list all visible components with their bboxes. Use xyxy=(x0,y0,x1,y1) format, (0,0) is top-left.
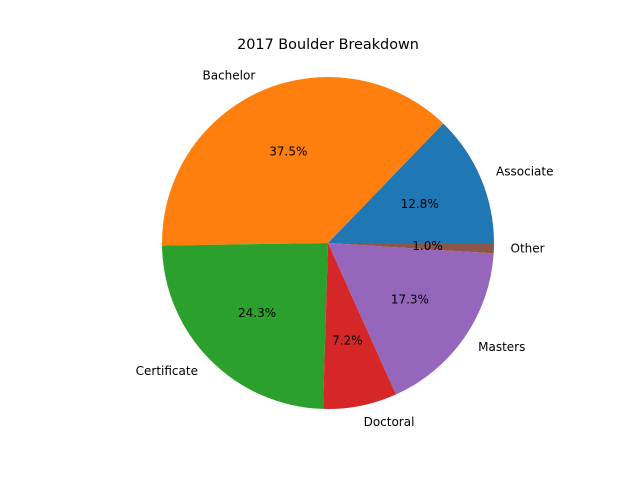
slice-label-associate: Associate xyxy=(496,165,553,179)
pie-slice-doctoral xyxy=(323,243,397,410)
slice-label-other: Other xyxy=(511,242,545,256)
slice-label-certificate: Certificate xyxy=(136,364,198,378)
slice-pct-certificate: 24.3% xyxy=(238,306,276,320)
pie-slice-other xyxy=(328,243,494,254)
pie-slice-bachelor xyxy=(161,77,444,246)
slice-pct-associate: 12.8% xyxy=(401,197,439,211)
slice-pct-masters: 17.3% xyxy=(391,293,429,307)
slice-pct-other: 1.0% xyxy=(412,239,443,253)
slice-pct-bachelor: 37.5% xyxy=(269,145,307,159)
slice-label-bachelor: Bachelor xyxy=(203,69,256,83)
chart-title: 2017 Boulder Breakdown xyxy=(237,37,419,53)
pie-slice-certificate xyxy=(162,243,328,409)
slice-pct-doctoral: 7.2% xyxy=(332,334,363,348)
slice-label-doctoral: Doctoral xyxy=(364,415,415,429)
pie-slice-masters xyxy=(328,243,494,395)
pie-slices xyxy=(161,77,494,410)
slice-label-masters: Masters xyxy=(478,340,525,354)
pie-slice-associate xyxy=(328,123,494,243)
pie-labels: Associate 12.8% Bachelor 37.5% Certificate 24… xyxy=(136,69,554,430)
